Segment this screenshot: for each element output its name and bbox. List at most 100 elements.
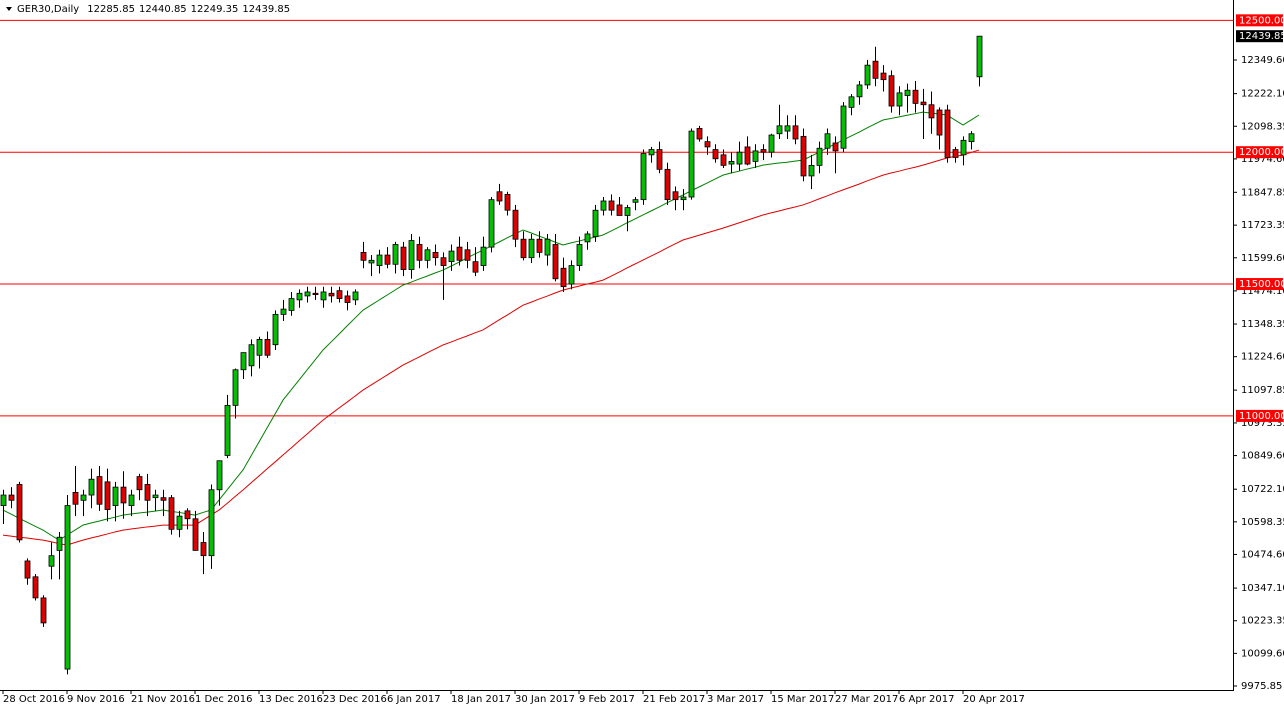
candle-body	[488, 199, 495, 248]
candle-body	[504, 193, 511, 211]
y-tick-label: 11974.60	[1241, 154, 1284, 165]
last-price-label: 12439.85	[1239, 31, 1284, 42]
y-tick-label: 11723.35	[1241, 220, 1284, 231]
candle-body	[320, 291, 327, 301]
candle-body	[648, 149, 655, 156]
level-label: 11000.00	[1239, 411, 1284, 422]
level-label: 11500.00	[1239, 279, 1284, 290]
candle-body	[528, 238, 535, 259]
candle-body	[936, 109, 943, 136]
candle-body	[808, 164, 815, 177]
candle-body	[312, 292, 319, 296]
candle-body	[360, 252, 367, 261]
candle-body	[592, 209, 599, 237]
candle-body	[88, 478, 95, 496]
y-tick-label: 12349.60	[1241, 55, 1284, 66]
candle-body	[72, 491, 79, 505]
candle-body	[496, 191, 503, 202]
candle-body	[288, 298, 295, 311]
candle-body	[928, 104, 935, 119]
candle-body	[544, 238, 551, 256]
candle-body	[560, 267, 567, 288]
candle-body	[144, 484, 151, 501]
candle-body	[696, 128, 703, 140]
x-tick-label: 1 Dec 2016	[195, 694, 253, 705]
y-tick-label: 10849.60	[1241, 451, 1284, 462]
candle-body	[792, 125, 799, 140]
y-tick-label: 10722.10	[1241, 484, 1284, 495]
candle-body	[408, 240, 415, 270]
candle-body	[392, 244, 399, 265]
candle-body	[960, 139, 967, 156]
menu-arrow[interactable]	[6, 7, 12, 11]
x-tick-label: 9 Feb 2017	[579, 694, 635, 705]
candle-body	[0, 494, 7, 506]
y-tick-label: 9975.85	[1241, 681, 1282, 692]
candle-body	[184, 510, 191, 520]
candle-body	[464, 249, 471, 261]
candle-body	[744, 146, 751, 165]
candle-body	[848, 96, 855, 108]
candle-body	[416, 244, 423, 261]
candle-body	[280, 308, 287, 315]
candle-body	[600, 200, 607, 211]
candle-body	[816, 147, 823, 166]
candle-body	[168, 497, 175, 530]
candle-body	[248, 344, 255, 367]
candle-body	[968, 133, 975, 143]
level-label: 12500.00	[1239, 15, 1284, 26]
candle-body	[96, 476, 103, 505]
candle-body	[424, 249, 431, 261]
candle-body	[440, 257, 447, 266]
candle-body	[896, 92, 903, 107]
candle-body	[632, 199, 639, 203]
candle-body	[272, 313, 279, 346]
candle-body	[712, 149, 719, 160]
candle-body	[448, 250, 455, 263]
y-tick-label: 11599.60	[1241, 253, 1284, 264]
candle-body	[80, 494, 87, 501]
x-tick-label: 30 Jan 2017	[515, 694, 575, 705]
y-tick-label: 10598.35	[1241, 517, 1284, 528]
level-label-box	[1236, 278, 1283, 291]
candle-body	[952, 149, 959, 158]
candle-body	[264, 339, 271, 356]
candle-body	[8, 494, 15, 501]
candle-body	[56, 536, 63, 551]
candle-body	[568, 265, 575, 285]
candle-body	[432, 252, 439, 259]
candle-body	[704, 141, 711, 148]
symbol: GER30,Daily	[17, 4, 79, 15]
y-tick-label: 12222.10	[1241, 89, 1284, 100]
candle-body	[800, 135, 807, 177]
candle-body	[576, 244, 583, 266]
candle-body	[48, 555, 55, 567]
candle-body	[120, 486, 127, 504]
level-label: 12000.00	[1239, 147, 1284, 158]
candle-body	[832, 142, 839, 152]
close-value: 12439.85	[242, 4, 290, 15]
y-tick-label: 10223.35	[1241, 616, 1284, 627]
y-tick-label: 11474.10	[1241, 286, 1284, 297]
candle-body	[536, 238, 543, 253]
level-label-box	[1236, 14, 1283, 27]
candle-body	[328, 292, 335, 297]
candle-body	[520, 238, 527, 259]
candle-body	[760, 149, 767, 153]
candle-body	[880, 72, 887, 81]
candle-body	[200, 542, 207, 557]
candle-body	[752, 150, 759, 162]
candle-body	[624, 207, 631, 216]
candle-body	[512, 209, 519, 240]
x-tick-label: 6 Apr 2017	[899, 694, 954, 705]
candle-body	[720, 154, 727, 166]
x-tick-label: 15 Mar 2017	[771, 694, 834, 705]
candle-body	[608, 200, 615, 211]
candle-body	[240, 352, 247, 371]
candle-body	[128, 494, 135, 506]
candle-body	[640, 153, 647, 201]
candle-body	[304, 291, 311, 297]
candle-body	[888, 75, 895, 107]
